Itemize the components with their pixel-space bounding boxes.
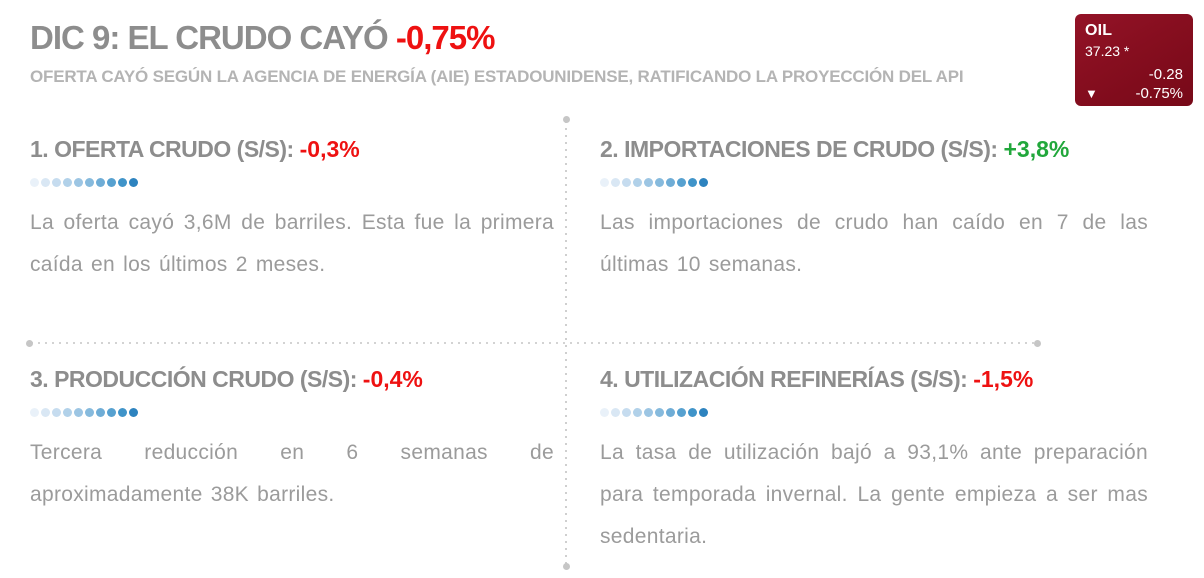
scale-dot <box>41 407 50 417</box>
scale-dot <box>655 407 664 417</box>
horizontal-dotted-divider <box>26 339 1041 347</box>
scale-dot <box>677 407 686 417</box>
scale-dot <box>600 407 609 417</box>
section-importaciones-crudo: 2. IMPORTACIONES DE CRUDO (S/S): +3,8% L… <box>600 136 1148 286</box>
scale-dot <box>63 407 72 417</box>
section-title: 1. OFERTA CRUDO (S/S): -0,3% <box>30 136 554 164</box>
scale-dot <box>96 407 105 417</box>
scale-dot <box>600 177 609 187</box>
section-change-value: +3,8% <box>1003 136 1070 162</box>
section-title: 3. PRODUCCIÓN CRUDO (S/S): -0,4% <box>30 366 554 394</box>
dot-scale-indicator <box>600 407 1148 418</box>
page-title-text: DIC 9: EL CRUDO CAYÓ <box>30 19 389 56</box>
scale-dot <box>611 177 620 187</box>
scale-dot <box>655 177 664 187</box>
ticker-change: -0.28 <box>1148 66 1183 83</box>
section-produccion-crudo: 3. PRODUCCIÓN CRUDO (S/S): -0,4% Tercera… <box>30 366 554 516</box>
oil-ticker-widget: OIL 37.23 * -0.28 ▼ -0.75% <box>1075 14 1193 106</box>
ticker-symbol: OIL <box>1085 22 1113 39</box>
scale-dot <box>74 177 83 187</box>
scale-dot <box>74 407 83 417</box>
scale-dot <box>699 407 708 417</box>
scale-dot <box>52 407 61 417</box>
section-change-value: -0,4% <box>362 366 423 392</box>
scale-dot <box>30 177 39 187</box>
section-body: La oferta cayó 3,6M de barriles. Esta fu… <box>30 210 554 276</box>
scale-dot <box>118 407 127 417</box>
scale-dot <box>688 177 697 187</box>
dot-scale-indicator <box>30 177 554 188</box>
section-body: Tercera reducción en 6 semanas de aproxi… <box>30 440 554 506</box>
ticker-price: 37.23 * <box>1085 43 1130 59</box>
scale-dot <box>699 177 708 187</box>
section-title-text: 4. UTILIZACIÓN REFINERÍAS (S/S): <box>600 366 968 392</box>
scale-dot <box>107 177 116 187</box>
scale-dot <box>622 407 631 417</box>
scale-dot <box>129 407 138 417</box>
section-title-text: 2. IMPORTACIONES DE CRUDO (S/S): <box>600 136 998 162</box>
section-title-text: 3. PRODUCCIÓN CRUDO (S/S): <box>30 366 357 392</box>
page-subtitle: OFERTA CAYÓ SEGÚN LA AGENCIA DE ENERGÍA … <box>30 66 964 86</box>
section-utilizacion-refinerias: 4. UTILIZACIÓN REFINERÍAS (S/S): -1,5% L… <box>600 366 1148 558</box>
section-title: 2. IMPORTACIONES DE CRUDO (S/S): +3,8% <box>600 136 1148 164</box>
scale-dot <box>633 177 642 187</box>
scale-dot <box>118 177 127 187</box>
section-title: 4. UTILIZACIÓN REFINERÍAS (S/S): -1,5% <box>600 366 1148 394</box>
scale-dot <box>622 177 631 187</box>
section-change-value: -1,5% <box>973 366 1034 392</box>
scale-dot <box>688 407 697 417</box>
page-title: DIC 9: EL CRUDO CAYÓ -0,75% <box>30 18 963 58</box>
scale-dot <box>644 177 653 187</box>
dot-scale-indicator <box>600 177 1148 188</box>
scale-dot <box>666 407 675 417</box>
dot-scale-indicator <box>30 407 554 418</box>
title-change-value: -0,75% <box>395 19 496 56</box>
scale-dot <box>85 177 94 187</box>
scale-dot <box>677 177 686 187</box>
section-oferta-crudo: 1. OFERTA CRUDO (S/S): -0,3% La oferta c… <box>30 136 554 286</box>
scale-dot <box>63 177 72 187</box>
scale-dot <box>30 407 39 417</box>
scale-dot <box>644 407 653 417</box>
section-body: Las importaciones de crudo han caído en … <box>600 210 1148 276</box>
scale-dot <box>85 407 94 417</box>
section-title-text: 1. OFERTA CRUDO (S/S): <box>30 136 294 162</box>
section-body: La tasa de utilización bajó a 93,1% ante… <box>600 440 1148 548</box>
scale-dot <box>41 177 50 187</box>
down-triangle-icon: ▼ <box>1085 86 1098 101</box>
header: DIC 9: EL CRUDO CAYÓ -0,75% OFERTA CAYÓ … <box>30 18 964 87</box>
section-change-value: -0,3% <box>299 136 360 162</box>
scale-dot <box>611 407 620 417</box>
scale-dot <box>107 407 116 417</box>
scale-dot <box>96 177 105 187</box>
scale-dot <box>52 177 61 187</box>
ticker-percent-row: ▼ -0.75% <box>1085 85 1183 102</box>
scale-dot <box>633 407 642 417</box>
ticker-change-percent: -0.75% <box>1135 85 1183 102</box>
scale-dot <box>129 177 138 187</box>
scale-dot <box>666 177 675 187</box>
